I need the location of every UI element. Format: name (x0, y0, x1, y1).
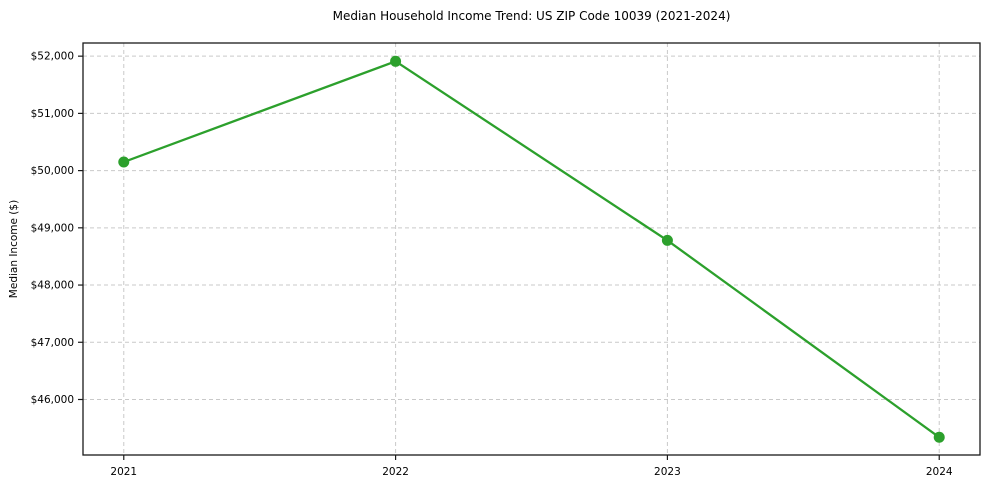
y-tick-label: $50,000 (31, 165, 74, 177)
plot-border (82, 42, 981, 456)
x-tick-label: 2023 (654, 466, 681, 478)
x-tick-label: 2022 (382, 466, 409, 478)
data-point-2024 (933, 431, 945, 443)
y-tick-label: $48,000 (31, 280, 74, 292)
chart-title: Median Household Income Trend: US ZIP Co… (332, 9, 731, 23)
y-tick-label: $52,000 (31, 51, 74, 63)
income-trend-line (122, 60, 941, 439)
x-tick-label: 2021 (110, 466, 137, 478)
data-point-2023 (661, 234, 673, 246)
x-tick-label: 2024 (926, 466, 953, 478)
y-tick-label: $51,000 (31, 108, 74, 120)
y-tick-label: $46,000 (31, 394, 74, 406)
y-tick-label: $47,000 (31, 337, 74, 349)
y-tick-label: $49,000 (31, 222, 74, 234)
data-point-2021 (118, 156, 130, 168)
data-point-2022 (390, 55, 402, 67)
